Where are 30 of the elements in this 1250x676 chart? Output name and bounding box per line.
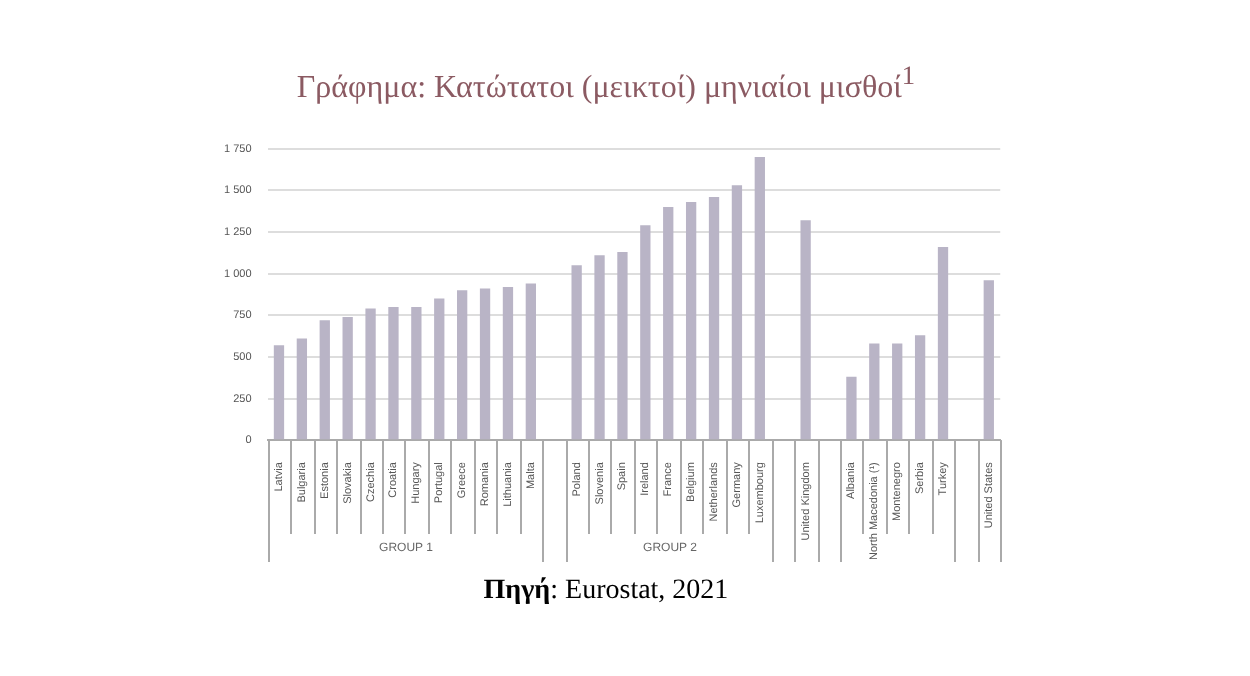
bar [342,316,353,440]
bar [571,265,582,440]
bar [525,283,536,440]
text: Πηγή: Eurostat, 2021 [481,576,731,608]
bar [869,343,880,440]
bar [731,185,743,440]
bar [388,306,399,440]
bar [273,345,285,440]
bar [457,290,468,440]
bar [914,335,926,440]
bar [502,286,514,440]
chart-title: Γράφημα: Κατώτατοι (μεικτοί) μηνιαίοι μισθοί$^{1}$ [294,60,918,107]
bar [411,306,422,440]
bar [937,246,949,440]
bar [296,338,308,440]
bar [663,206,674,440]
bar [365,308,376,440]
bar [800,220,811,440]
bar [983,280,994,440]
bar [319,320,330,440]
bar [708,196,720,440]
bar [434,298,445,440]
bar [617,251,628,440]
bar [594,255,605,440]
bar [846,376,857,440]
bar [685,201,697,440]
bar [479,288,491,440]
bar [640,225,651,440]
bar [754,156,765,440]
bar [892,343,903,440]
